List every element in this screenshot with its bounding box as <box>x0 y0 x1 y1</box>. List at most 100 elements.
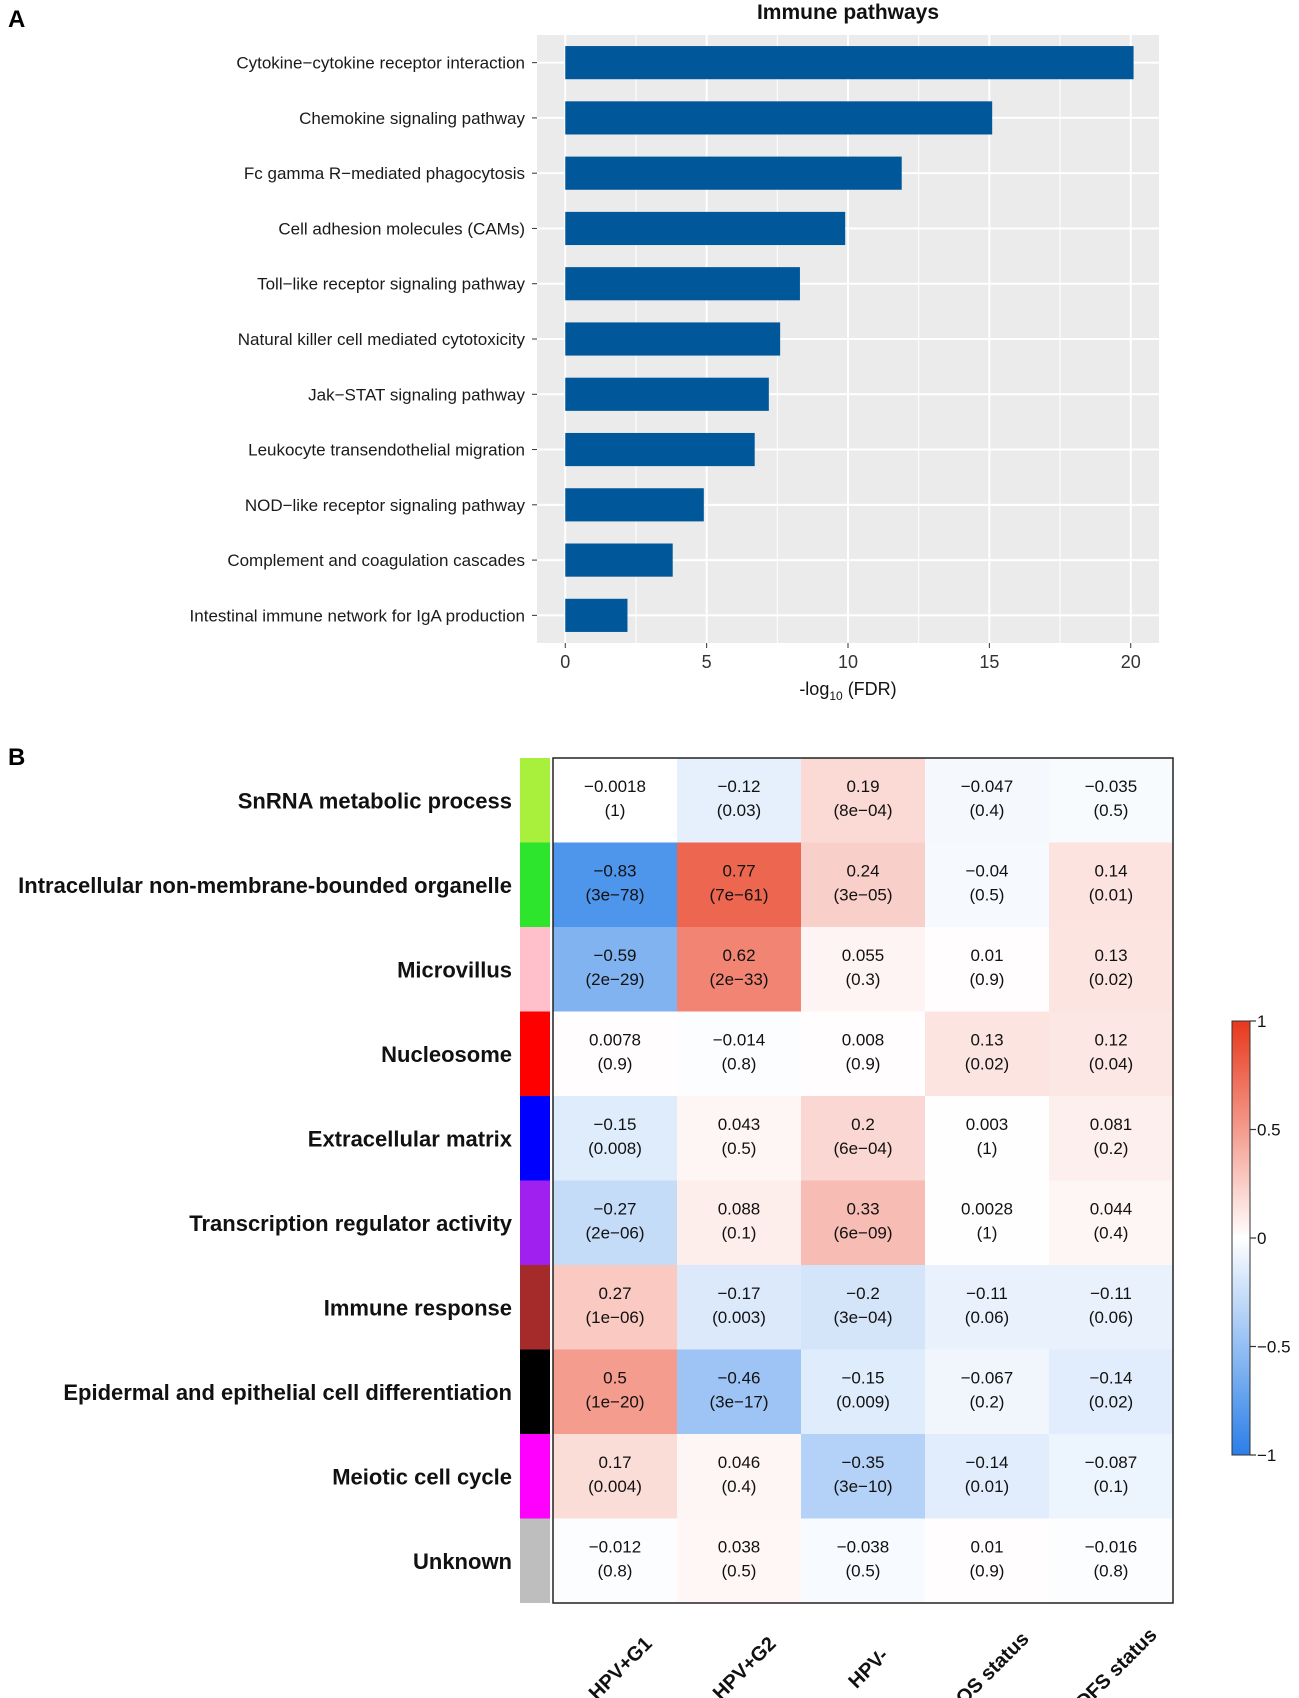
cell-value-label: 0.17 <box>598 1453 631 1472</box>
cell-value-label: 0.77 <box>722 862 755 881</box>
heatmap-cell <box>677 1180 801 1265</box>
row-label: Intracellular non-membrane-bounded organ… <box>18 873 512 898</box>
cell-value-label: 0.27 <box>598 1284 631 1303</box>
heatmap-cell <box>925 1265 1049 1350</box>
bar-6 <box>565 322 781 356</box>
cell-pvalue-label: (3e−10) <box>833 1477 892 1496</box>
heatmap-cell <box>553 758 677 843</box>
heatmap-cell <box>553 927 677 1012</box>
row-label: Unknown <box>413 1549 512 1574</box>
cell-pvalue-label: (2e−06) <box>585 1224 644 1243</box>
bar-9 <box>565 488 704 522</box>
cell-pvalue-label: (0.4) <box>722 1477 757 1496</box>
cell-value-label: 0.62 <box>722 946 755 965</box>
x-tick-label: 0 <box>560 652 570 672</box>
cell-pvalue-label: (0.02) <box>965 1055 1009 1074</box>
heatmap-cell <box>1049 1434 1173 1519</box>
heatmap-cell <box>677 1518 801 1603</box>
cell-pvalue-label: (0.2) <box>1094 1139 1129 1158</box>
bar-8 <box>565 432 755 467</box>
cell-pvalue-label: (0.8) <box>598 1562 633 1581</box>
category-label: Natural killer cell mediated cytotoxicit… <box>238 330 526 349</box>
cell-pvalue-label: (0.9) <box>970 1562 1005 1581</box>
cell-value-label: 0.044 <box>1090 1200 1133 1219</box>
column-label: OS status <box>952 1628 1034 1698</box>
cell-pvalue-label: (0.01) <box>1089 886 1133 905</box>
category-label: Fc gamma R−mediated phagocytosis <box>244 164 525 183</box>
heatmap-cell <box>1049 842 1173 927</box>
heatmap-cell <box>1049 1349 1173 1434</box>
cell-pvalue-label: (1) <box>977 1224 998 1243</box>
cell-value-label: 0.2 <box>851 1115 875 1134</box>
bar-1 <box>565 46 1134 80</box>
heatmap-cell <box>925 927 1049 1012</box>
cell-value-label: 0.13 <box>1094 946 1127 965</box>
cell-pvalue-label: (3e−17) <box>709 1393 768 1412</box>
cell-pvalue-label: (1e−06) <box>585 1308 644 1327</box>
cell-pvalue-label: (0.04) <box>1089 1055 1133 1074</box>
cell-pvalue-label: (0.4) <box>1094 1224 1129 1243</box>
cell-pvalue-label: (0.9) <box>846 1055 881 1074</box>
cell-value-label: −0.067 <box>961 1369 1013 1388</box>
cell-pvalue-label: (1) <box>977 1139 998 1158</box>
cell-value-label: −0.12 <box>717 777 760 796</box>
heatmap-cell <box>925 758 1049 843</box>
bar-4 <box>565 211 846 246</box>
category-label: Toll−like receptor signaling pathway <box>257 275 525 294</box>
heatmap-cell <box>925 1180 1049 1265</box>
heatmap-cell <box>801 1434 925 1519</box>
cell-value-label: 0.33 <box>846 1200 879 1219</box>
x-tick-label: 10 <box>838 652 858 672</box>
cell-value-label: 0.14 <box>1094 862 1127 881</box>
row-color-bar <box>520 1180 550 1265</box>
cell-pvalue-label: (0.8) <box>722 1055 757 1074</box>
cell-pvalue-label: (1) <box>605 801 626 820</box>
row-color-bar <box>520 1434 550 1519</box>
row-label: Epidermal and epithelial cell differenti… <box>63 1380 512 1405</box>
row-color-bar <box>520 1518 550 1603</box>
row-label: Nucleosome <box>381 1042 512 1067</box>
cell-value-label: −0.012 <box>589 1538 641 1557</box>
cell-value-label: 0.055 <box>842 946 885 965</box>
cell-pvalue-label: (3e−05) <box>833 886 892 905</box>
row-label: Meiotic cell cycle <box>332 1464 512 1489</box>
category-label: Cell adhesion molecules (CAMs) <box>278 219 525 238</box>
cell-pvalue-label: (0.009) <box>836 1393 890 1412</box>
heatmap-cell <box>801 927 925 1012</box>
cell-pvalue-label: (0.2) <box>970 1393 1005 1412</box>
x-axis-label-tail: (FDR) <box>843 679 897 699</box>
legend-tick-label: 0.5 <box>1257 1121 1281 1140</box>
cell-value-label: 0.01 <box>970 1538 1003 1557</box>
heatmap-cell <box>925 842 1049 927</box>
heatmap-cell <box>1049 1180 1173 1265</box>
column-label: DFS status <box>1072 1624 1161 1698</box>
cell-pvalue-label: (0.008) <box>588 1139 642 1158</box>
heatmap-cell <box>677 1265 801 1350</box>
heatmap-cell <box>553 1434 677 1519</box>
cell-value-label: −0.047 <box>961 777 1013 796</box>
cell-pvalue-label: (0.8) <box>1094 1562 1129 1581</box>
heatmap-cell <box>1049 1518 1173 1603</box>
heatmap-cell <box>1049 1096 1173 1181</box>
cell-pvalue-label: (7e−61) <box>709 886 768 905</box>
cell-value-label: −0.2 <box>846 1284 880 1303</box>
heatmap-cell <box>1049 1011 1173 1096</box>
row-label: Extracellular matrix <box>308 1126 513 1151</box>
cell-pvalue-label: (0.02) <box>1089 1393 1133 1412</box>
heatmap-cell <box>677 842 801 927</box>
cell-pvalue-label: (6e−04) <box>833 1139 892 1158</box>
column-label: HPV- <box>844 1644 893 1693</box>
color-legend-bar <box>1231 1020 1251 1456</box>
bar-5 <box>565 267 800 301</box>
category-label: Cytokine−cytokine receptor interaction <box>236 54 525 73</box>
row-label: Microvillus <box>397 957 512 982</box>
cell-pvalue-label: (1e−20) <box>585 1393 644 1412</box>
cell-pvalue-label: (8e−04) <box>833 801 892 820</box>
heatmap-cell <box>925 1096 1049 1181</box>
cell-pvalue-label: (0.5) <box>1094 801 1129 820</box>
legend-tick-label: 1 <box>1257 1012 1266 1031</box>
panel-b-heatmap: SnRNA metabolic process Intracellular non… <box>18 757 1291 1698</box>
heatmap-cell <box>925 1349 1049 1434</box>
x-tick-label: 20 <box>1121 652 1141 672</box>
heatmap-cell <box>925 1011 1049 1096</box>
